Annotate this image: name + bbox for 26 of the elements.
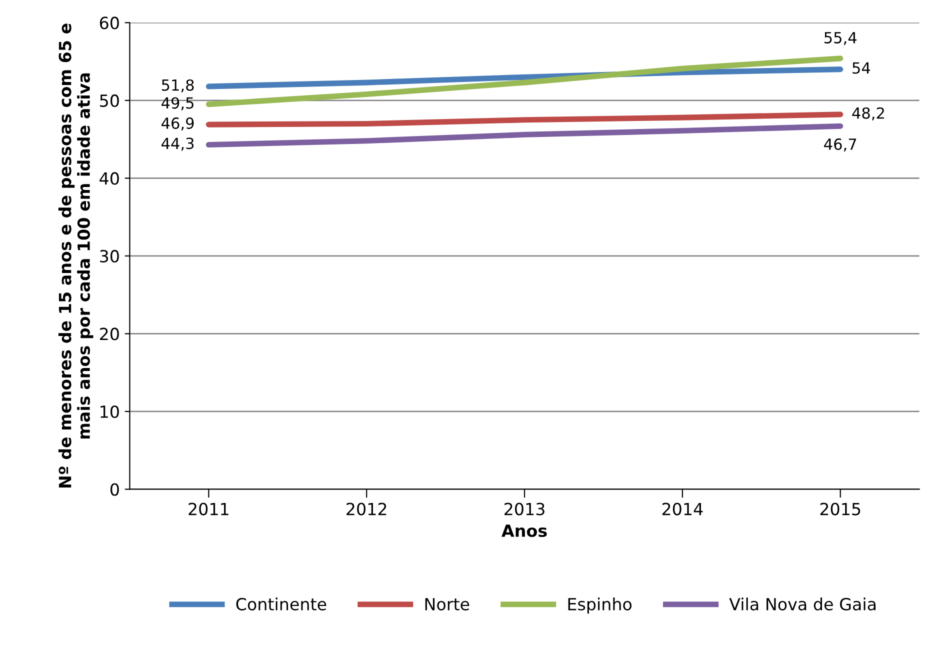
x-tick-label: 2011: [188, 502, 228, 516]
legend-label: Norte: [425, 598, 470, 610]
y-tick-label: 20: [100, 328, 119, 340]
y-tick-label: 40: [100, 172, 119, 185]
legend-label: Continente: [236, 598, 326, 610]
x-tick-label: 2012: [346, 502, 386, 516]
y-tick-label: 0: [110, 483, 119, 496]
y-tick-label: 50: [100, 94, 119, 108]
y-tick-label: 30: [100, 250, 119, 263]
y-tick-label: 10: [100, 405, 119, 418]
y-axis-title: Nº de menores de 15 anos e de pessoas com 65 e mais anos por cada 100 em idade ativa: [58, 24, 94, 488]
data-label: 44,3: [162, 138, 194, 151]
x-tick-label: 2013: [504, 502, 544, 516]
data-label: 55,4: [824, 32, 857, 45]
x-tick-label: 2015: [820, 502, 860, 516]
data-label: 46,9: [162, 117, 194, 131]
data-label: 46,7: [824, 138, 856, 152]
x-tick-label: 2014: [662, 502, 703, 516]
legend-label: Espinho: [568, 598, 632, 614]
data-label: 54: [852, 62, 870, 74]
x-axis-title: Anos: [502, 524, 547, 538]
data-label: 49,5: [162, 97, 194, 110]
data-label: 48,2: [852, 107, 884, 120]
y-tick-label: 60: [100, 16, 119, 30]
legend-label: Vila Nova de Gaia: [729, 598, 876, 610]
data-label: 51,8: [162, 79, 194, 92]
